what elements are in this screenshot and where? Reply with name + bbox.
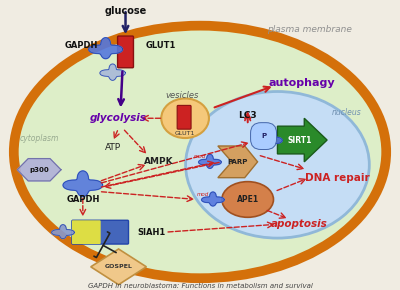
Polygon shape <box>63 171 103 197</box>
Text: SIAH1: SIAH1 <box>138 228 166 237</box>
Polygon shape <box>199 154 221 168</box>
Text: GOSPEL: GOSPEL <box>105 264 132 269</box>
Text: nucleus: nucleus <box>332 108 362 117</box>
Ellipse shape <box>186 92 369 238</box>
Text: p300: p300 <box>29 167 49 173</box>
FancyBboxPatch shape <box>72 220 128 244</box>
Text: autophagy: autophagy <box>269 78 336 88</box>
Polygon shape <box>91 249 146 285</box>
Text: GAPDH: GAPDH <box>66 195 100 204</box>
Text: cytoplasm: cytoplasm <box>20 134 59 143</box>
Text: apoptosis: apoptosis <box>271 219 328 229</box>
Text: GAPDH in neuroblastoma: Functions in metabolism and survival: GAPDH in neuroblastoma: Functions in met… <box>88 282 312 289</box>
FancyBboxPatch shape <box>177 105 191 129</box>
Ellipse shape <box>222 182 274 217</box>
Text: mod: mod <box>197 192 209 197</box>
Text: P: P <box>261 133 266 139</box>
Text: APE1: APE1 <box>237 195 259 204</box>
Polygon shape <box>278 118 327 162</box>
Text: SIRT1: SIRT1 <box>287 135 312 144</box>
Polygon shape <box>218 146 258 178</box>
Text: DNA repair: DNA repair <box>305 173 369 183</box>
Text: GAPDH: GAPDH <box>64 41 98 50</box>
Text: PARP: PARP <box>228 159 248 165</box>
Text: vesicles: vesicles <box>166 91 199 100</box>
FancyBboxPatch shape <box>72 220 101 244</box>
Ellipse shape <box>14 26 386 278</box>
Text: glucose: glucose <box>104 6 147 16</box>
Polygon shape <box>89 38 123 59</box>
Text: plasma membrane: plasma membrane <box>267 25 352 34</box>
Polygon shape <box>17 159 61 181</box>
Text: ATP: ATP <box>104 144 121 153</box>
Text: glycolysis: glycolysis <box>90 113 147 123</box>
FancyBboxPatch shape <box>118 36 134 68</box>
Text: GLUT1: GLUT1 <box>145 41 176 50</box>
Text: AMPK: AMPK <box>144 157 173 166</box>
Text: GLUT1: GLUT1 <box>175 130 195 136</box>
Polygon shape <box>100 64 125 80</box>
Text: mod: mod <box>194 154 206 160</box>
Ellipse shape <box>161 98 209 138</box>
Polygon shape <box>52 225 74 239</box>
Text: LC3: LC3 <box>238 111 257 120</box>
Polygon shape <box>202 192 224 206</box>
Polygon shape <box>257 131 282 148</box>
